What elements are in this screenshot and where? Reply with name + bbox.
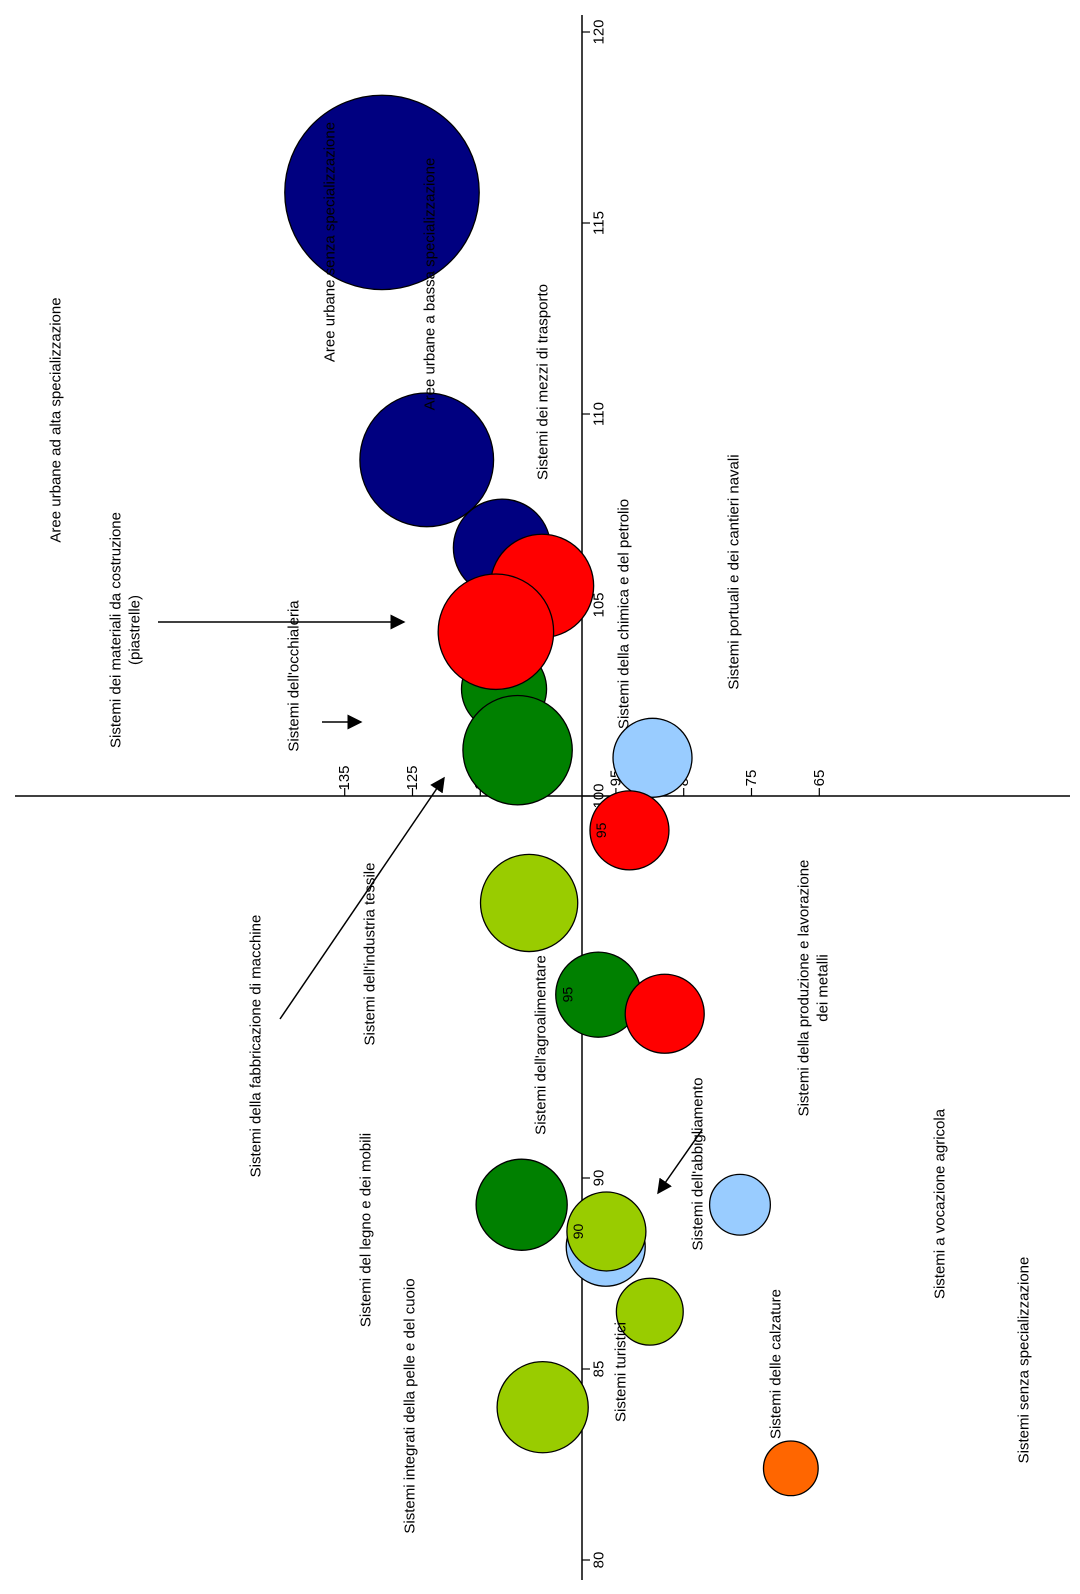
- bubble-label: Sistemi a vocazione agricola: [932, 1108, 949, 1299]
- bubble: [359, 392, 495, 528]
- bubble-label: Sistemi turistici: [613, 1322, 630, 1422]
- x-tick-label: 120: [591, 19, 608, 44]
- bubble-label: Sistemi portuali e dei cantieri navali: [726, 454, 743, 689]
- bubble: [624, 973, 705, 1054]
- bubble-label: Sistemi dell'agroalimentare: [533, 955, 550, 1135]
- bubble: [708, 1173, 772, 1236]
- bubble-series: 95 95 90: [284, 94, 819, 1497]
- y-tick-label: 65: [811, 770, 828, 787]
- x-tick-label: 110: [591, 402, 608, 426]
- bubble-label: Sistemi della chimica e del petrolio: [616, 499, 633, 729]
- bubble-label: Sistemi dei materiali da costruzione: [108, 512, 125, 748]
- bubble: [284, 94, 480, 291]
- bubble-value-label: 95: [560, 987, 576, 1003]
- bubble: [589, 790, 670, 871]
- arrow-abbigliamento: [657, 1129, 703, 1195]
- bubble: [479, 853, 579, 953]
- y-tick-label: 75: [743, 770, 760, 787]
- arrow-fabbricazione-macchine: [279, 776, 445, 1020]
- bubble-label: Sistemi dell'industria tessile: [362, 863, 379, 1046]
- bubble-label: dei metalli: [815, 954, 832, 1022]
- bubble: [615, 1277, 684, 1346]
- bubble-value-label: 95: [593, 822, 609, 838]
- bubble: [475, 1158, 568, 1251]
- bubble-label: Sistemi dei mezzi di trasporto: [535, 284, 552, 480]
- bubble-label: Sistemi integrati della pelle e del cuoi…: [402, 1278, 419, 1533]
- x-axis-ticks: 80859095100105110115120: [582, 19, 608, 1568]
- bubble-label: Aree urbane senza specializzazione: [322, 122, 339, 362]
- x-tick-label: 105: [591, 592, 608, 617]
- bubble-label: Aree urbane ad alta specializzazione: [48, 297, 65, 542]
- bubble-label: (piastrelle): [127, 595, 144, 665]
- y-tick-label: 125: [404, 765, 421, 790]
- bubble-label: Sistemi dell'abbigliamento: [690, 1078, 707, 1251]
- x-tick-label: 115: [591, 211, 608, 235]
- bubble: [612, 717, 693, 798]
- bubble-label: Sistemi dell'occhialeria: [286, 600, 303, 752]
- bubble: [566, 1191, 647, 1272]
- bubble-label: Sistemi della fabbricazione di macchine: [248, 915, 265, 1178]
- bubble-label: Sistemi senza specializzazione: [1016, 1257, 1033, 1464]
- y-tick-label: 135: [336, 765, 353, 790]
- bubble: [437, 573, 555, 691]
- x-tick-label: 85: [591, 1361, 608, 1378]
- bubble-label: Aree urbane a bassa specializzazione: [422, 158, 439, 411]
- bubble: [496, 1360, 589, 1454]
- bubble-label: Sistemi delle calzature: [768, 1289, 785, 1439]
- bubble: [462, 694, 573, 806]
- bubble-label: Sistemi del legno e dei mobili: [358, 1133, 375, 1327]
- bubble-value-label: 90: [570, 1223, 586, 1239]
- x-tick-label: 90: [591, 1170, 608, 1187]
- bubble: [762, 1440, 819, 1497]
- bubble-labels: Aree urbane ad alta specializzazione Aree…: [48, 122, 1033, 1534]
- bubble-label: Sistemi della produzione e lavorazione: [796, 860, 813, 1117]
- x-tick-label: 80: [591, 1552, 608, 1569]
